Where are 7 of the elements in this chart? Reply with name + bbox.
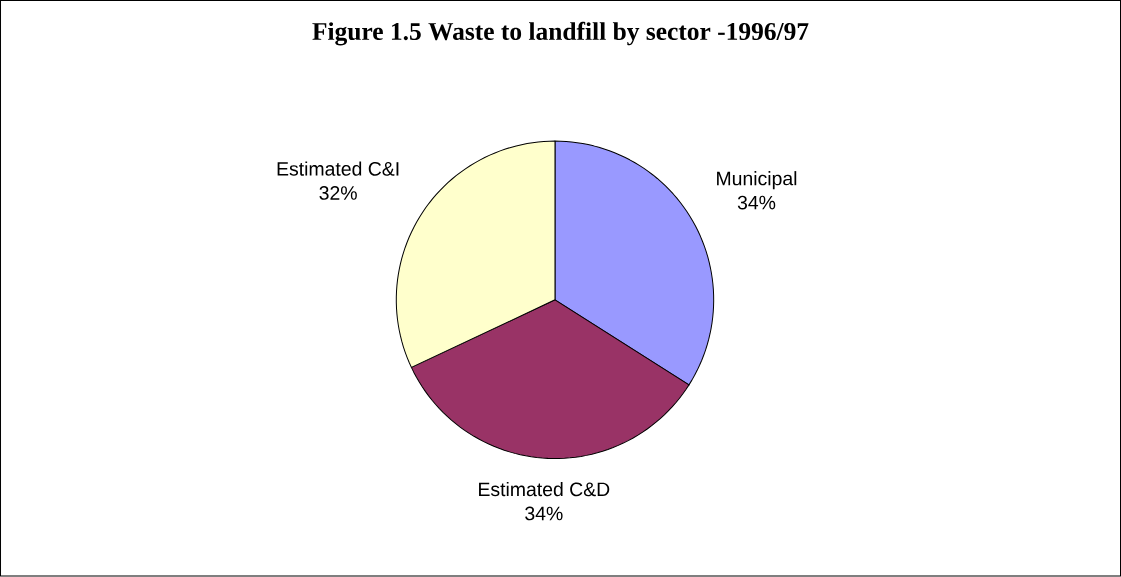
chart-title: Figure 1.5 Waste to landfill by sector -1996/97 [312,22,809,46]
slice-label: Municipal [717,171,797,190]
slice-label: Estimated C&D [479,482,610,497]
slice-label: Estimated C&I [277,161,399,176]
data-label: 32% [319,186,357,201]
data-label: 34% [525,506,563,521]
data-label: 34% [737,195,776,210]
